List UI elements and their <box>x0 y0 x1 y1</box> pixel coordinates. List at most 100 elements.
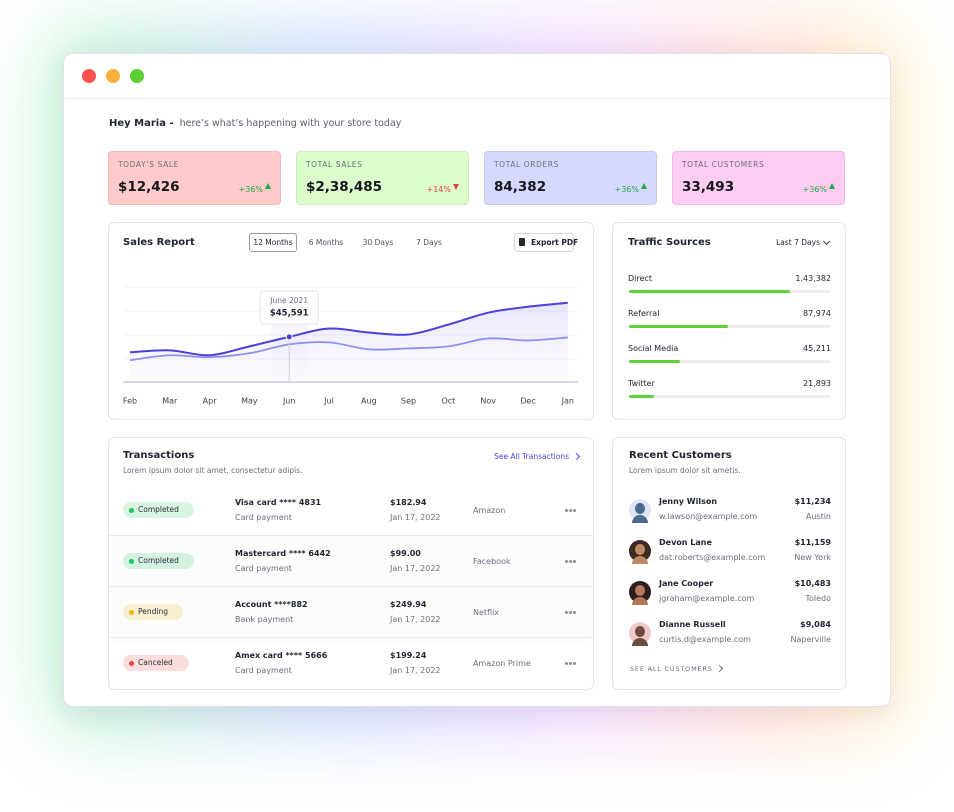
period-tab[interactable]: 12 Months <box>253 238 293 247</box>
source-value: 1,43,382 <box>795 274 831 283</box>
stat-label: TODAY’S SALE <box>118 160 179 169</box>
export-button[interactable] <box>514 233 574 252</box>
customer-name: Dianne Russell <box>659 620 726 629</box>
bar-track <box>629 395 831 398</box>
merchant: Netflix <box>473 608 500 617</box>
greeting-name: Hey Maria - <box>109 118 174 129</box>
customer-name: Jane Cooper <box>659 579 714 588</box>
source-value: 45,211 <box>803 344 831 353</box>
minimize-button[interactable] <box>106 69 120 83</box>
x-tick-label: Sep <box>401 397 416 406</box>
x-tick-label: Jun <box>282 397 296 406</box>
status-label: Pending <box>138 607 168 616</box>
stat-value: 33,493 <box>682 179 735 195</box>
stat-value: 84,382 <box>494 179 547 195</box>
bar <box>629 325 728 328</box>
stat-card <box>672 151 845 205</box>
more-dot <box>573 662 576 665</box>
status-dot <box>129 508 134 513</box>
stat-card <box>484 151 657 205</box>
series-line <box>129 301 568 357</box>
period-tab[interactable]: 6 Months <box>308 238 344 247</box>
avatar-body <box>632 556 648 564</box>
amount: $249.94 <box>390 600 427 609</box>
x-tick-label: Apr <box>203 397 218 406</box>
source-name: Referral <box>628 309 660 318</box>
x-tick-label: Jan <box>561 397 574 406</box>
avatar-face <box>635 626 645 637</box>
avatar-face <box>635 544 645 555</box>
customer-name: Jenny Wilson <box>659 497 718 506</box>
stat-label: TOTAL SALES <box>306 160 363 169</box>
greeting-message: here’s what’s happening with your store … <box>179 118 402 129</box>
source-value: 21,893 <box>803 379 831 388</box>
avatar-body <box>632 597 648 605</box>
customer-email: w.lawson@example.com <box>659 512 758 521</box>
amount: $99.00 <box>390 549 421 558</box>
customer-city: Austin <box>805 512 831 521</box>
status-dot <box>129 661 134 666</box>
customer-email: jgraham@example.com <box>659 594 755 603</box>
source-name: Direct <box>628 274 652 283</box>
more-dot <box>565 662 568 665</box>
hover-point <box>285 333 293 341</box>
trend-arrow <box>453 184 459 190</box>
row-divider <box>109 586 593 587</box>
stat-card <box>296 151 469 205</box>
merchant: Facebook <box>473 557 511 566</box>
status-label: Completed <box>138 505 179 514</box>
stat-change: +36% <box>614 185 639 194</box>
x-tick-label: May <box>241 397 258 406</box>
bar-track <box>629 325 831 328</box>
title-bar-divider <box>64 98 890 99</box>
card-name: Mastercard **** 6442 <box>235 549 331 558</box>
card-title: Recent Customers <box>629 450 732 461</box>
x-tick-label: Feb <box>123 397 137 406</box>
customer-amount: $11,159 <box>794 538 831 547</box>
customer-email: curtis.d@example.com <box>659 635 751 644</box>
more-dot[interactable] <box>569 611 572 614</box>
customer-city: New York <box>794 553 831 562</box>
status-pill-bg <box>123 655 189 671</box>
card-name: Amex card **** 5666 <box>235 651 328 660</box>
period-select[interactable]: Last 7 Days <box>776 238 820 247</box>
bar <box>629 395 654 398</box>
avatar-body <box>632 515 648 523</box>
card-name: Account ****882 <box>235 600 308 609</box>
avatar-face <box>635 585 645 596</box>
export-label: Export PDF <box>531 238 579 247</box>
row-highlight <box>109 536 593 586</box>
date: Jan 17, 2022 <box>390 513 441 522</box>
more-dot[interactable] <box>569 560 572 563</box>
customer-city: Naperville <box>790 635 832 644</box>
stat-card <box>108 151 281 205</box>
stat-label: TOTAL ORDERS <box>494 160 559 169</box>
maximize-button[interactable] <box>130 69 144 83</box>
see-all-customers[interactable]: SEE ALL CUSTOMERS <box>630 665 713 673</box>
payment-method: Bank payment <box>235 615 294 624</box>
trend-arrow <box>641 183 647 189</box>
customer-amount: $9,084 <box>800 620 831 629</box>
card-subtitle: Lorem ipsum dolor sit amet, consectetur … <box>123 466 303 475</box>
see-all-link[interactable]: See All Transactions <box>494 452 569 461</box>
period-tab[interactable]: 30 Days <box>362 238 394 247</box>
more-dot <box>565 560 568 563</box>
more-dot[interactable] <box>569 662 572 665</box>
bar <box>629 290 790 293</box>
status-dot <box>129 559 134 564</box>
status-pill-bg <box>123 502 194 518</box>
area <box>130 302 568 382</box>
more-dot <box>573 509 576 512</box>
card-title: Sales Report <box>123 237 195 248</box>
x-tick-label: Aug <box>361 397 377 406</box>
stat-change: +36% <box>238 185 263 194</box>
status-label: Completed <box>138 556 179 565</box>
period-tab[interactable]: 7 Days <box>416 238 442 247</box>
tab-active-bg <box>249 233 297 252</box>
more-dot[interactable] <box>569 509 572 512</box>
close-button[interactable] <box>82 69 96 83</box>
x-tick-label: Jul <box>323 397 334 406</box>
stat-label: TOTAL CUSTOMERS <box>682 160 765 169</box>
payment-method: Card payment <box>235 666 292 675</box>
